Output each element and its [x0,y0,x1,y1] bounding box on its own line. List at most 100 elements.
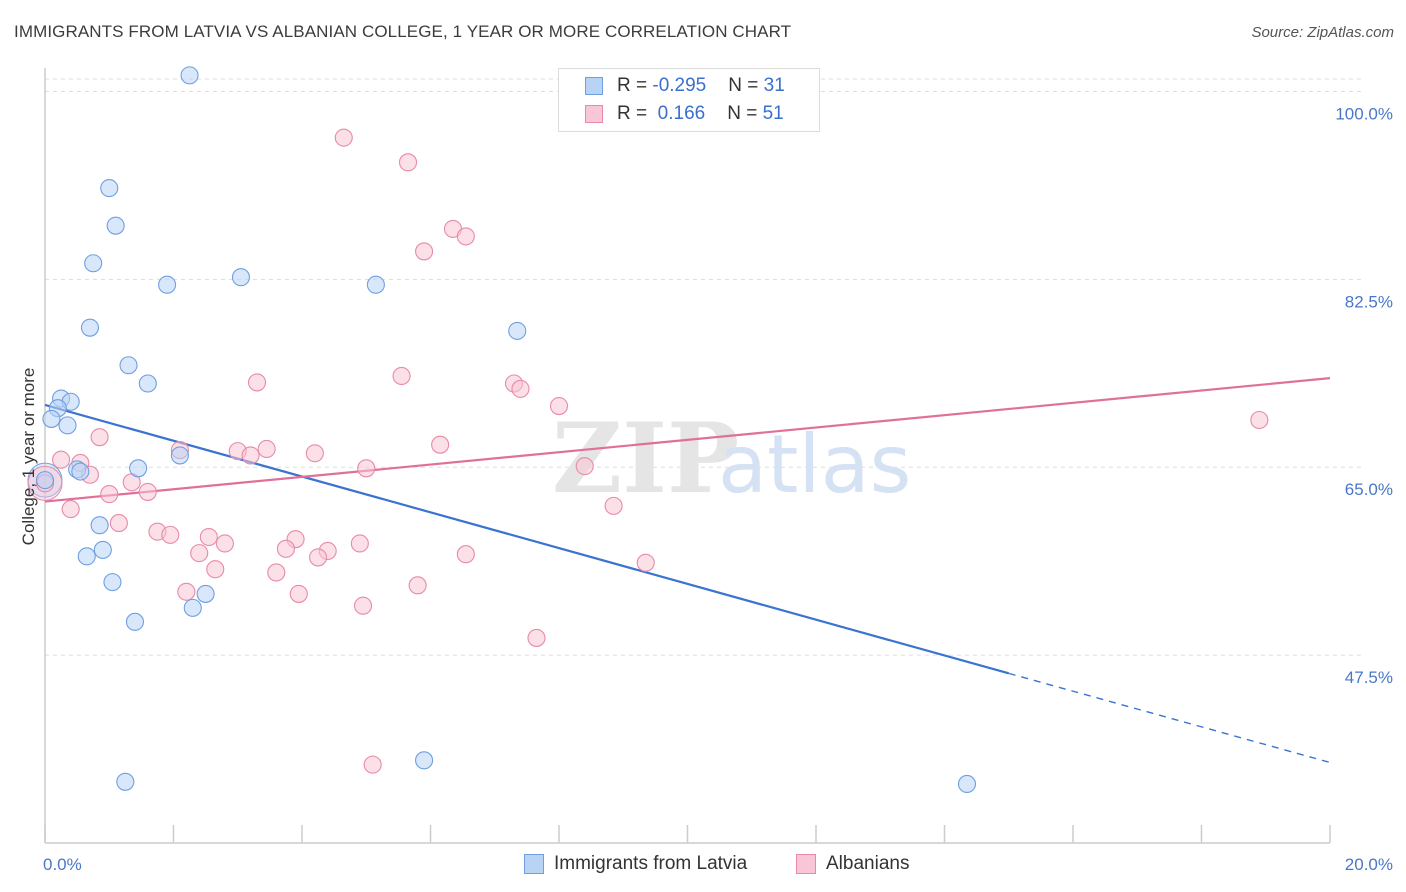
bottom-legend-swatch-pink [796,854,816,874]
point-albanians [138,482,157,501]
point-latvia [71,462,90,481]
point-latvia [170,446,189,465]
point-albanians [52,450,71,469]
point-latvia [106,216,125,235]
point-latvia [183,598,202,617]
point-albanians [177,582,196,601]
point-latvia [180,66,199,85]
point-latvia [93,540,112,559]
legend-n-label: N = [728,75,764,96]
point-latvia [231,268,251,287]
point-albanians [199,527,218,547]
bottom-legend-swatch-blue [524,854,544,874]
legend-r-value: -0.295 [652,75,707,96]
bottom-legend-latvia: Immigrants from Latvia [524,852,747,876]
point-albanians [247,373,267,392]
point-albanians [575,457,594,476]
point-latvia [103,573,122,592]
legend-row-latvia: R = -0.295 N = 31 [585,73,785,99]
legend-swatch-pink [585,105,603,123]
legend-swatch-blue [585,77,603,95]
legend-row-albanians: R = 0.166 N = 51 [585,101,784,127]
point-latvia [119,356,138,375]
axes [44,68,1331,844]
source-label: Source: ZipAtlas.com [1251,24,1394,41]
point-albanians [604,496,623,515]
point-albanians [161,525,180,544]
point-latvia [42,409,61,428]
trend-line-latvia-extension [1008,672,1331,764]
point-latvia [366,275,385,294]
point-albanians [289,584,308,603]
point-latvia [80,318,100,337]
stats-legend: R = -0.295 N = 31 R = 0.166 N = 51 [558,68,820,132]
point-albanians [1250,410,1269,430]
bottom-legend-albanians: Albanians [796,852,909,876]
point-albanians [206,560,225,579]
point-latvia [138,374,157,393]
y-tick-label: 100.0% [1335,104,1393,123]
y-tick-label: 65.0% [1345,480,1393,499]
legend-n-label: N = [727,103,763,124]
point-albanians [267,563,286,582]
point-latvia [35,471,55,490]
point-latvia [100,179,119,198]
point-albanians [456,545,475,564]
point-latvia [508,321,527,340]
point-albanians [408,576,427,595]
point-latvia [158,275,177,294]
point-latvia [125,612,144,631]
point-albanians [190,544,209,563]
point-albanians [350,534,369,553]
point-albanians [398,153,418,172]
point-albanians [109,514,128,533]
y-tick-label: 47.5% [1345,668,1393,687]
data-points [27,66,1269,794]
x-tick-label: 20.0% [1345,855,1393,874]
legend-r-label: R = [617,75,653,96]
point-albanians [215,534,234,553]
point-albanians [309,548,328,567]
point-latvia [90,516,109,535]
point-albanians [357,459,376,478]
trend-lines [44,377,1331,764]
trend-line-latvia [44,403,1010,675]
bottom-legend-label: Immigrants from Latvia [554,853,748,874]
bottom-legend-label: Albanians [826,853,910,874]
x-tick-label: 0.0% [43,855,82,874]
legend-n-value: 51 [762,103,784,124]
point-albanians [431,435,450,454]
point-latvia [196,584,215,603]
point-albanians [636,553,655,572]
point-albanians [363,755,382,774]
point-albanians [276,539,295,558]
gridlines [45,78,1365,656]
point-albanians [305,444,324,463]
point-albanians [90,428,109,447]
tick-labels: 100.0% 82.5% 65.0% 47.5% 0.0% 20.0% College, 1… [19,104,1393,874]
point-albanians [527,628,546,647]
point-albanians [334,128,353,147]
legend-r-value: 0.166 [652,103,706,124]
y-axis-label: College, 1 year or more [19,368,38,546]
point-latvia [415,751,434,770]
svg-text:atlas: atlas [718,418,911,511]
point-albanians [415,242,434,261]
point-albanians [392,366,411,386]
point-albanians [353,596,373,615]
chart-title: IMMIGRANTS FROM LATVIA VS ALBANIAN COLLE… [14,22,792,41]
point-latvia [957,774,977,794]
trend-line-albanians [44,377,1331,503]
point-albanians [241,446,260,465]
zipatlas-watermark: ZIP atlas [552,402,911,515]
y-tick-label: 82.5% [1345,292,1393,311]
point-latvia [84,254,103,273]
point-albanians [549,396,569,416]
point-albanians [100,485,119,504]
point-albanians [511,379,530,398]
point-albanians [456,227,475,246]
point-latvia [58,416,77,435]
point-latvia [129,459,148,478]
point-latvia [77,547,96,566]
